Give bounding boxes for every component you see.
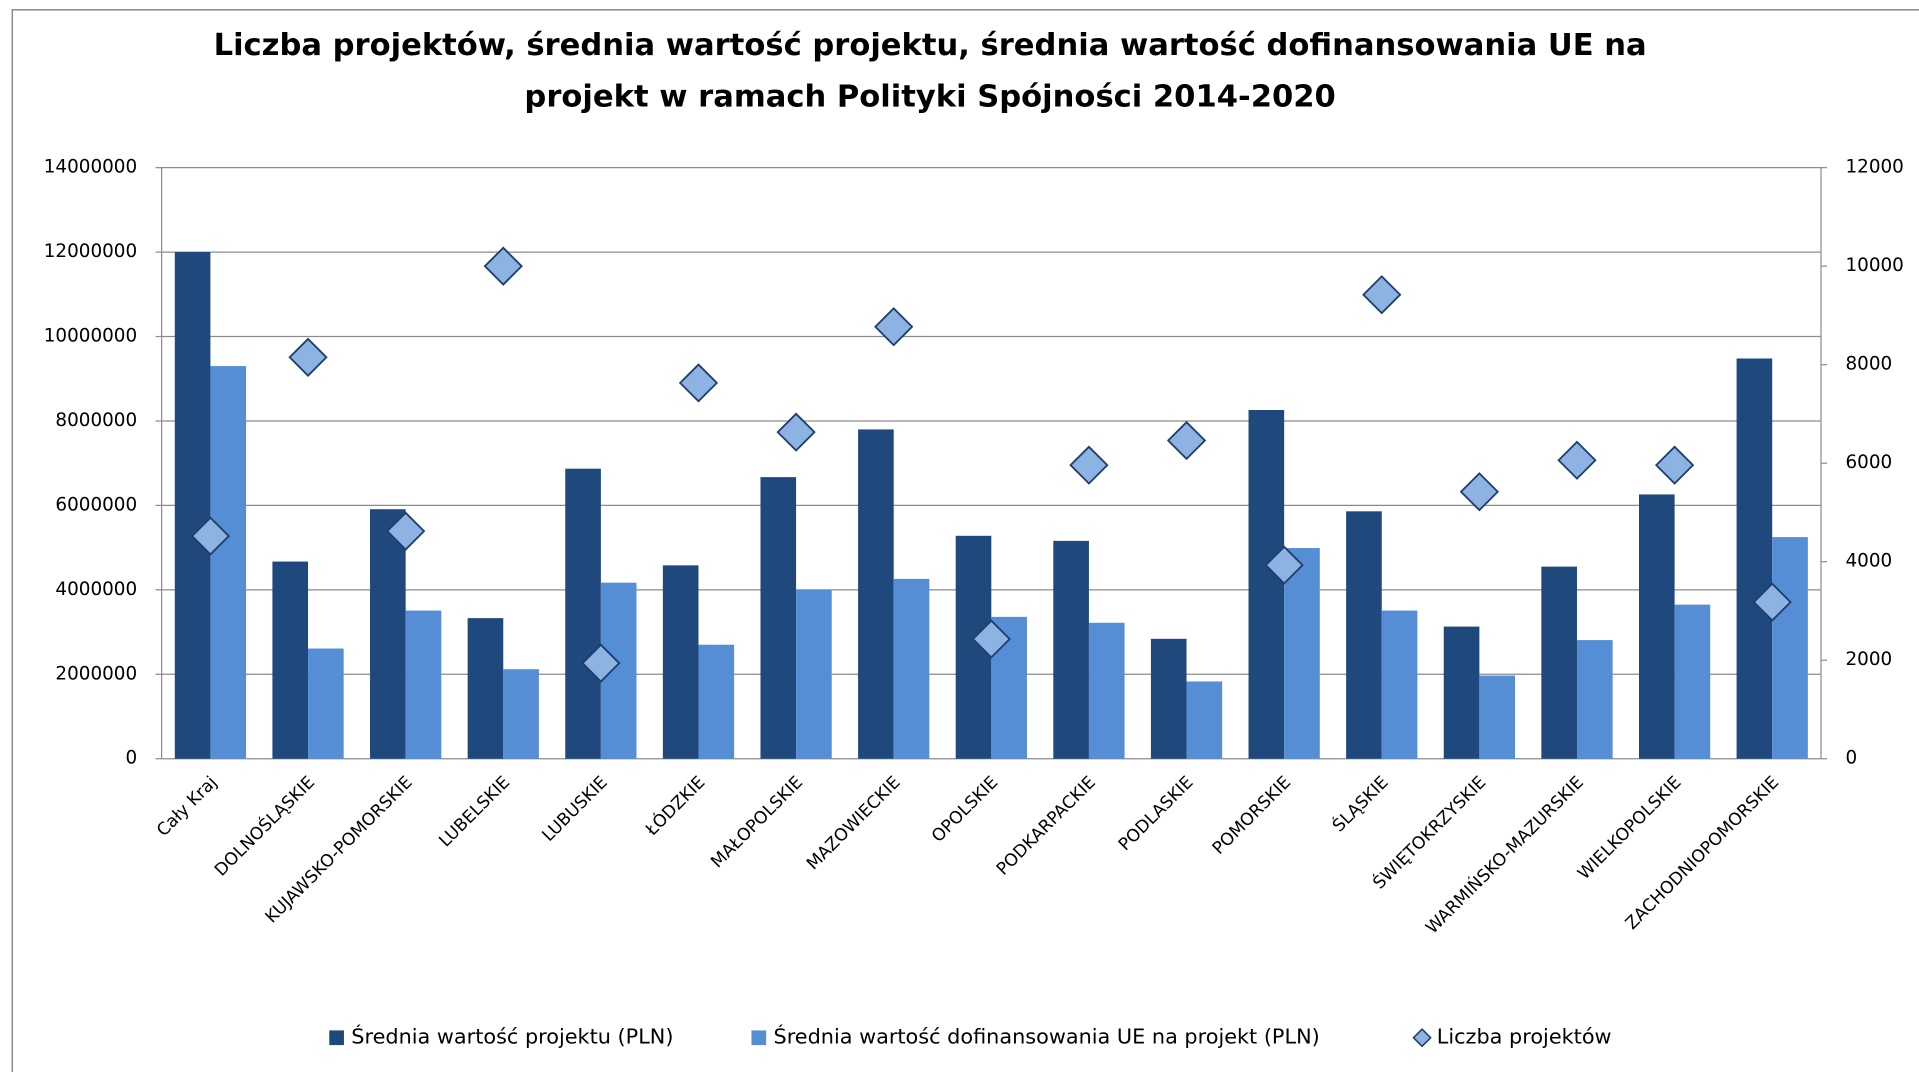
x-tick-label: OPOLSKIE [928,773,1002,847]
diamond-marker [1362,275,1402,315]
x-tick-label: MAZOWIECKIE [803,773,905,875]
x-tick-label: WIELKOPOLSKIE [1574,773,1685,884]
y2-tick-label: 4000 [1845,551,1892,572]
y-tick-label: 2000000 [55,663,137,684]
diamond-marker [385,511,426,551]
x-tick-label: DOLNOŚLĄSKIE [210,771,319,880]
diamond-marker [678,363,719,403]
bar [1248,409,1285,759]
legend-label: Liczba projektów [1437,1025,1612,1049]
bar [1736,358,1773,759]
bar [467,618,504,759]
y-tick-label: 0 [125,748,137,769]
x-tick-label: POMORSKIE [1209,773,1295,859]
bar [858,429,894,759]
y2-tick-label: 12000 [1845,157,1903,178]
legend-label: Średnia wartość dofinansowania UE na pro… [773,1024,1319,1049]
bar [893,578,930,759]
bar [565,468,601,759]
y2-tick-label: 10000 [1845,255,1903,276]
bar [1381,610,1418,759]
y2-tick-label: 2000 [1845,649,1892,670]
diamond-marker [1557,440,1597,480]
bar [1053,540,1089,759]
x-tick-label: Cały Kraj [153,773,221,841]
y-tick-label: 10000000 [44,326,137,347]
x-tick-label: PODLASKIE [1115,773,1197,855]
bar [1186,681,1223,759]
y-tick-label: 8000000 [55,410,137,431]
bar [308,648,344,759]
y-tick-label: 14000000 [44,157,137,178]
diamond-marker [190,516,231,556]
bar [370,509,406,759]
bar [1576,640,1613,759]
diamond-marker [1752,582,1792,622]
legend-marker [1412,1028,1432,1048]
bar [1284,548,1320,759]
chart-title: Liczba projektów, średnia wartość projek… [214,28,1647,63]
diamond-marker [1459,472,1500,512]
bar [503,669,539,759]
bar [662,565,699,759]
legend-marker [329,1030,344,1046]
diamond-marker [483,246,523,286]
x-tick-label: LUBELSKIE [435,773,514,852]
diamond-marker [581,643,621,683]
diamond-marker [1069,445,1109,485]
bar [1088,622,1125,759]
bar [1479,675,1516,759]
chart-frame [11,9,1919,1072]
diamond-marker [1166,420,1207,461]
bar [174,252,211,759]
y-tick-label: 12000000 [44,241,137,262]
legend-label: Średnia wartość projektu (PLN) [351,1024,673,1049]
bar [210,366,247,759]
y-tick-label: 4000000 [55,579,137,600]
x-tick-label: ŁÓDZKIE [640,771,709,840]
diamond-marker [971,619,1011,659]
y2-tick-label: 0 [1845,748,1857,769]
diamond-marker [874,307,914,347]
bar [405,610,442,759]
bar [1150,638,1187,759]
x-tick-label: WARMIŃSKO-MAZURSKIE [1421,771,1588,938]
legend-marker [751,1030,767,1046]
x-tick-label: LUBUSKIE [539,773,612,846]
diamond-marker [288,337,328,377]
bar [760,477,797,759]
diamond-marker [1264,545,1304,585]
bar [796,589,832,759]
bar [698,644,735,759]
x-tick-label: MAŁOPOLSKIE [707,773,807,873]
bar [1638,494,1675,759]
y-tick-label: 6000000 [55,494,137,515]
y2-tick-label: 8000 [1845,354,1892,375]
chart-title: projekt w ramach Polityki Spójności 2014… [524,79,1335,114]
bar [1772,537,1808,759]
x-tick-label: PODKARPACKIE [993,773,1100,880]
bar [1674,604,1711,759]
diamond-marker [776,412,816,452]
bar [1541,566,1577,759]
diamond-marker [1654,445,1695,485]
bar [1443,626,1480,759]
bar [1346,511,1382,759]
x-tick-label: ŚLĄSKIE [1328,771,1393,836]
y2-tick-label: 6000 [1845,452,1892,473]
bar [272,561,309,759]
